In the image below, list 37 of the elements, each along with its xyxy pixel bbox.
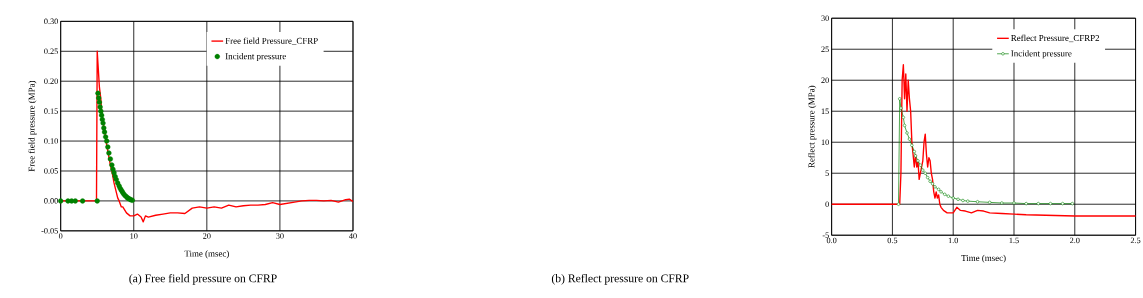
x-tick-label: 0 — [58, 233, 63, 239]
x-tick-label: 30 — [276, 233, 284, 239]
y-tick-label: 20 — [821, 77, 829, 83]
x-axis-title: Time (msec) — [184, 250, 229, 259]
y-tick-label: 0.10 — [44, 138, 58, 144]
y-tick-label: 10 — [821, 139, 829, 145]
legend-label: Incident pressure — [225, 52, 286, 61]
x-axis-title: Time (msec) — [961, 254, 1006, 263]
y-axis-title: Free field pressure (MPa) — [28, 80, 37, 172]
x-tick-label: 0.0 — [826, 237, 837, 243]
y-tick-label: 0.25 — [44, 48, 58, 54]
y-tick-label: 0 — [825, 201, 829, 207]
y-tick-label: 5 — [825, 170, 829, 176]
x-tick-label: 20 — [203, 233, 211, 239]
y-tick-label: 15 — [821, 108, 829, 114]
y-tick-label: 0.20 — [44, 78, 58, 84]
x-tick-label: 0.5 — [887, 237, 898, 243]
y-tick-label: -0.05 — [41, 227, 58, 234]
y-tick-label: -5 — [822, 232, 829, 238]
y-tick-label: 0.15 — [44, 108, 58, 114]
y-tick-label: 0.00 — [44, 197, 58, 204]
x-tick-label: 2.0 — [1070, 237, 1080, 243]
x-tick-label: 10 — [130, 233, 138, 239]
text: (b) Reflect pressure on CFRP — [551, 273, 689, 285]
y-tick-label: 30 — [821, 15, 829, 21]
legend-label: Incident pressure — [1011, 49, 1072, 59]
x-tick-label: 1.0 — [948, 237, 959, 243]
y-tick-label: 0.05 — [44, 167, 58, 174]
legend-label: Reflect Pressure_CFRP2 — [1011, 34, 1100, 42]
y-tick-label: 25 — [821, 46, 829, 52]
y-axis-title: Reflect pressure (MPa) — [808, 85, 817, 168]
x-tick-label: 2.5 — [1130, 237, 1141, 243]
text: (a) Free field pressure on CFRP — [129, 273, 277, 285]
y-tick-label: 0.30 — [44, 18, 58, 24]
x-tick-label: 1.5 — [1009, 237, 1019, 243]
x-tick-label: 40 — [349, 233, 357, 239]
legend-label: Free field Pressure_CFRP — [225, 37, 318, 45]
